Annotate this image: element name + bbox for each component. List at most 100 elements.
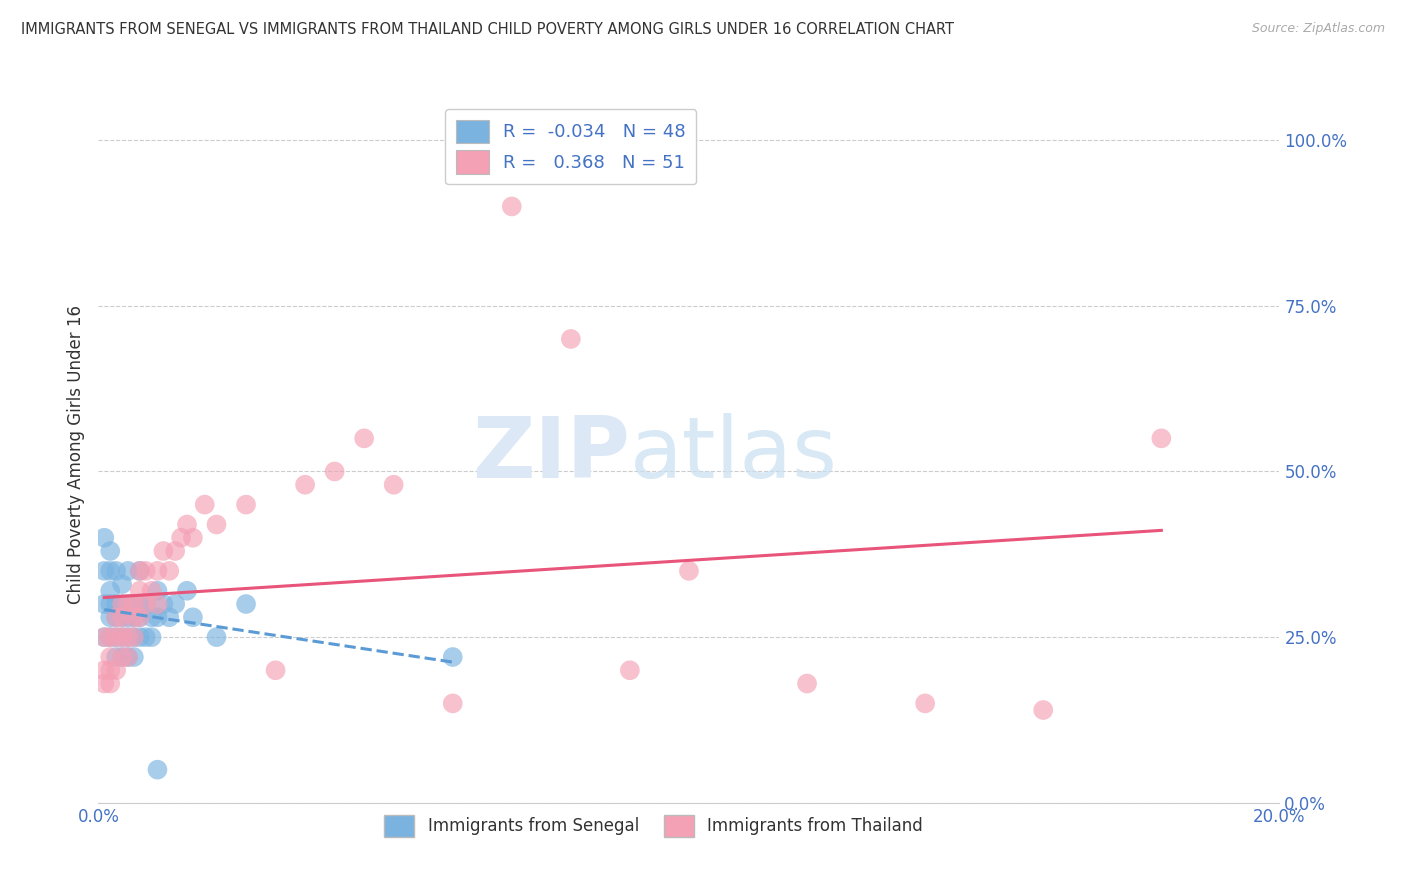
Point [146,763,169,777]
Point [146,610,169,624]
Point [146,564,169,578]
Point [135,597,157,611]
Point [117,610,139,624]
Point [105,597,128,611]
Point [122,630,145,644]
Point [98,544,121,558]
Point [105,630,128,644]
Point [111,610,134,624]
Point [135,564,157,578]
Point [117,650,139,665]
Point [105,610,128,624]
Point [205,630,228,644]
Point [98,630,121,644]
Point [122,597,145,611]
Y-axis label: Child Poverty Among Girls Under 16: Child Poverty Among Girls Under 16 [66,305,84,605]
Point [111,630,134,644]
Point [117,597,139,611]
Point [117,630,139,644]
Point [111,630,134,644]
Point [135,597,157,611]
Point [619,663,641,677]
Point [128,564,150,578]
Point [93,531,115,545]
Point [111,610,134,624]
Point [122,610,145,624]
Point [105,663,128,677]
Point [111,577,134,591]
Point [235,597,257,611]
Point [382,477,405,491]
Point [128,610,150,624]
Point [264,663,287,677]
Point [157,564,180,578]
Point [165,544,187,558]
Point [1150,431,1173,445]
Point [111,650,134,665]
Point [146,597,169,611]
Point [98,630,121,644]
Point [128,583,150,598]
Point [353,431,375,445]
Point [93,663,115,677]
Point [93,676,115,690]
Point [98,663,121,677]
Point [111,650,134,665]
Point [170,531,193,545]
Point [141,630,163,644]
Point [796,676,818,690]
Point [181,531,204,545]
Point [1032,703,1054,717]
Point [176,583,198,598]
Point [128,597,150,611]
Point [152,597,174,611]
Point [122,610,145,624]
Point [98,597,121,611]
Point [105,650,128,665]
Point [165,597,187,611]
Point [98,676,121,690]
Point [105,610,128,624]
Point [157,610,180,624]
Text: Source: ZipAtlas.com: Source: ZipAtlas.com [1251,22,1385,36]
Legend: Immigrants from Senegal, Immigrants from Thailand: Immigrants from Senegal, Immigrants from… [377,808,929,843]
Point [128,610,150,624]
Point [678,564,700,578]
Point [93,597,115,611]
Point [146,583,169,598]
Point [98,650,121,665]
Point [181,610,204,624]
Point [441,697,464,711]
Point [105,564,128,578]
Point [122,650,145,665]
Point [176,517,198,532]
Point [111,597,134,611]
Point [111,597,134,611]
Point [294,477,316,491]
Point [93,630,115,644]
Point [98,610,121,624]
Point [141,610,163,624]
Text: IMMIGRANTS FROM SENEGAL VS IMMIGRANTS FROM THAILAND CHILD POVERTY AMONG GIRLS UN: IMMIGRANTS FROM SENEGAL VS IMMIGRANTS FR… [21,22,955,37]
Point [194,498,217,512]
Point [98,564,121,578]
Point [98,583,121,598]
Point [117,564,139,578]
Text: atlas: atlas [630,413,838,497]
Point [122,597,145,611]
Point [128,630,150,644]
Point [235,498,257,512]
Point [914,697,936,711]
Point [93,630,115,644]
Point [128,564,150,578]
Point [560,332,582,346]
Point [152,544,174,558]
Point [122,630,145,644]
Text: ZIP: ZIP [472,413,630,497]
Point [501,199,523,213]
Point [117,597,139,611]
Point [105,630,128,644]
Point [441,650,464,665]
Point [323,465,346,479]
Point [141,583,163,598]
